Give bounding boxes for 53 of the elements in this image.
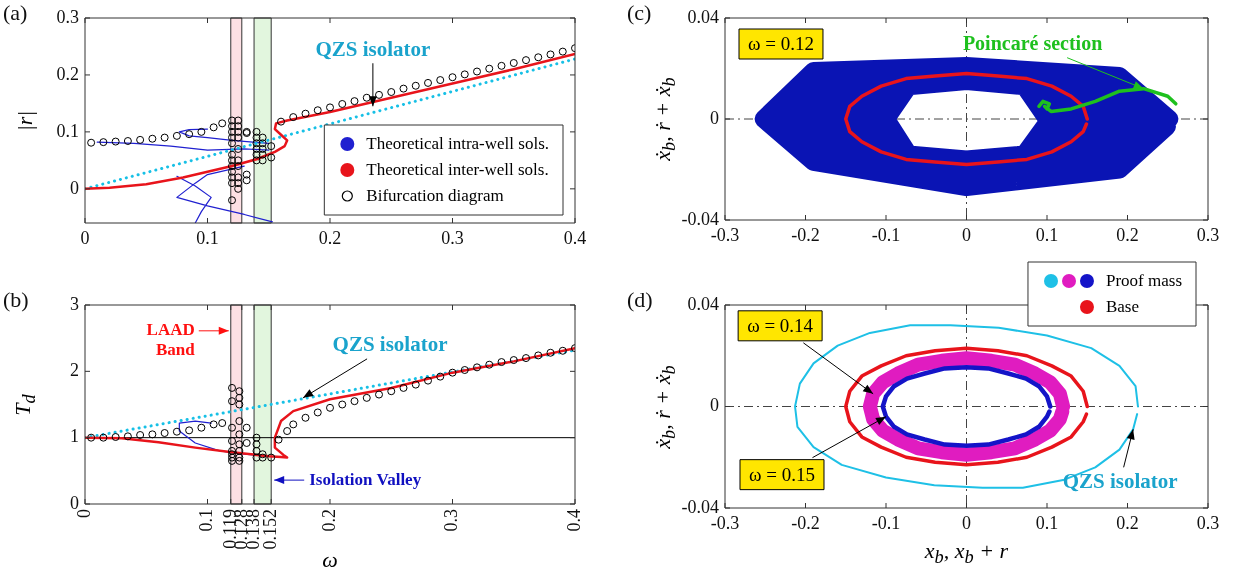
x-tick-label: 0.1 — [196, 227, 219, 248]
x-axis-title: ω — [322, 547, 338, 572]
x-tick-label: 0.2 — [1116, 224, 1139, 245]
x-tick-label: 0.1 — [196, 509, 217, 532]
x-tick-label: 0 — [962, 512, 971, 533]
x-tick-label: 0.3 — [1196, 224, 1220, 245]
text: Poincaré section — [962, 31, 1103, 54]
annotation: QZS isolator — [332, 332, 448, 357]
y-tick-label: 0 — [70, 177, 79, 198]
legend-label: Proof mass — [1105, 271, 1182, 291]
y-tick-label: 0.04 — [687, 293, 719, 314]
x-tick-label: -0.1 — [871, 224, 901, 245]
x-tick-label: -0.1 — [871, 512, 901, 533]
annotation: ω = 0.15 — [749, 463, 815, 485]
chart-title: (b) — [3, 286, 29, 312]
y-tick-label: 0.04 — [687, 6, 719, 27]
x-tick-label: 0.4 — [563, 509, 584, 532]
x-tick-label: 0.3 — [1196, 512, 1220, 533]
chart-title: (c) — [627, 0, 652, 25]
x-tick-label: 0.1 — [1035, 512, 1059, 533]
annotation: QZS isolator — [1062, 468, 1178, 493]
x-tick-label: 0.4 — [563, 227, 587, 248]
y-axis-title: |r| — [12, 110, 37, 131]
y-tick-label: 0 — [710, 107, 719, 128]
y-tick-label: 0.2 — [56, 63, 79, 84]
x-tick-label: 0.1 — [1035, 224, 1059, 245]
legend-label: Base — [1105, 297, 1140, 317]
x-tick-label: 0 — [962, 224, 971, 245]
annotation: ω = 0.12 — [747, 32, 814, 54]
x-tick-label: -0.2 — [791, 224, 820, 245]
legend-label: Bifurcation diagram — [366, 186, 504, 206]
y-tick-label: 0.1 — [56, 120, 79, 141]
x-tick-label: 0.3 — [441, 509, 462, 532]
band-label: LAAD Band — [146, 320, 196, 360]
x-tick-label: -0.2 — [791, 512, 820, 533]
x-tick-label: 0.152 — [259, 509, 280, 550]
x-tick-label: 0.2 — [1116, 512, 1139, 533]
y-tick-label: 0.3 — [56, 6, 79, 27]
x-tick-label: 0.3 — [441, 227, 464, 248]
x-tick-label: 0.2 — [318, 227, 342, 248]
annotation: ω = 0.14 — [747, 314, 814, 336]
band-label: Isolation Valley — [309, 469, 422, 489]
legend-label: Theoretical intra-well sols. — [366, 134, 549, 154]
y-tick-label: 0 — [710, 395, 719, 416]
chart-title: (a) — [3, 0, 28, 25]
chart-title: (d) — [627, 286, 653, 312]
y-tick-label: 1 — [70, 426, 79, 447]
annotation: QZS isolator — [315, 36, 431, 61]
x-tick-label: 0.2 — [318, 509, 339, 532]
y-tick-label: 2 — [70, 360, 79, 381]
legend-label: Theoretical inter-well sols. — [366, 160, 549, 180]
x-axis-title: x$_{b}$, x$_{b}$ + r — [924, 538, 1009, 568]
y-tick-label: 3 — [70, 293, 79, 314]
